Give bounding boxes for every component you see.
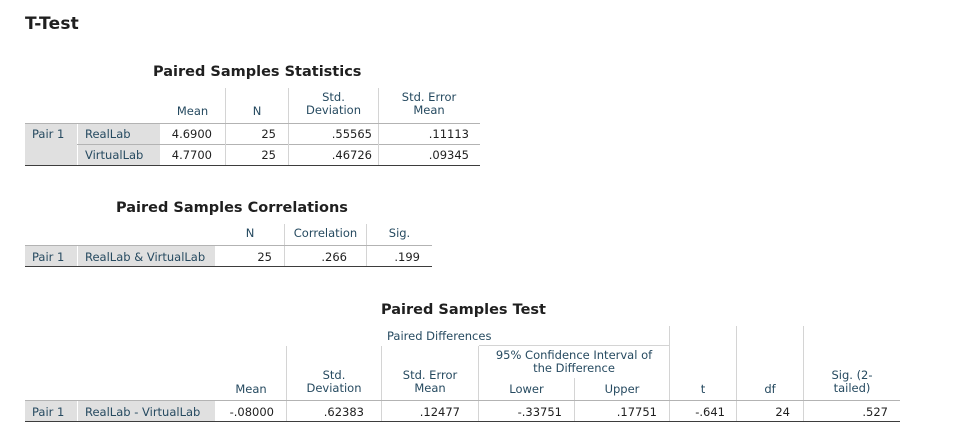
n-value: 25 (261, 148, 276, 162)
column-header-std-error-mean: Std. Error Mean (402, 368, 458, 395)
sig-2-tailed-value: .527 (862, 405, 888, 419)
n-value: 25 (257, 250, 272, 264)
pair-label: Pair 1 (32, 127, 65, 141)
column-separator (803, 326, 804, 400)
mean-value: 4.6900 (171, 127, 212, 141)
column-separator (288, 124, 289, 165)
column-separator (284, 224, 285, 245)
std-error-mean-value: .09345 (428, 148, 469, 162)
row-label: RealLab - VirtualLab (85, 405, 201, 419)
column-separator (381, 346, 382, 400)
column-separator (669, 326, 670, 400)
table-title: Paired Samples Test (381, 302, 546, 318)
column-header-mean: Mean (176, 104, 209, 118)
column-header-n: N (252, 104, 262, 118)
output-heading: T-Test (25, 14, 79, 34)
pair-label: Pair 1 (32, 405, 65, 419)
mean-value: -.08000 (229, 405, 274, 419)
pair-label: Pair 1 (32, 250, 65, 264)
column-header-t: t (700, 382, 706, 396)
header-divider (25, 123, 480, 124)
n-value: 25 (261, 127, 276, 141)
upper-value: .17751 (616, 405, 657, 419)
row-label: RealLab (85, 127, 131, 141)
group-header-paired-differences: Paired Differences (387, 329, 492, 343)
table-bottom-border (25, 266, 432, 267)
column-separator (286, 401, 287, 421)
column-separator (803, 401, 804, 421)
table-title: Paired Samples Statistics (153, 64, 362, 80)
group-divider (479, 345, 669, 346)
column-header-std-deviation: Std. Deviation (306, 368, 362, 395)
column-separator (381, 401, 382, 421)
correlation-value: .266 (321, 250, 347, 264)
header-divider (25, 400, 900, 401)
row-label-area (25, 401, 215, 421)
column-separator (378, 88, 379, 124)
column-separator (574, 401, 575, 421)
column-separator (225, 124, 226, 165)
column-separator (669, 401, 670, 421)
column-header-sig-2-tailed: Sig. (2- tailed) (831, 368, 873, 395)
column-header-n: N (245, 226, 255, 240)
column-header-df: df (764, 382, 776, 396)
column-header-mean: Mean (235, 382, 267, 396)
std-deviation-value: .46726 (331, 148, 372, 162)
header-divider (25, 245, 432, 246)
column-separator (574, 378, 575, 400)
table-title: Paired Samples Correlations (116, 200, 348, 216)
column-header-sig: Sig. (388, 226, 411, 240)
column-separator (478, 346, 479, 400)
column-separator (736, 401, 737, 421)
std-deviation-value: .62383 (323, 405, 364, 419)
table-bottom-border (25, 421, 900, 422)
column-header-std-error-mean: Std. Error Mean (401, 90, 457, 117)
column-separator (286, 346, 287, 400)
std-error-mean-value: .11113 (428, 127, 469, 141)
column-header-lower: Lower (509, 382, 544, 396)
row-label-area (25, 246, 215, 266)
column-separator (478, 401, 479, 421)
column-header-std-deviation: Std. Deviation (305, 90, 361, 117)
group-header-confidence-interval: 95% Confidence Interval of the Differenc… (495, 348, 653, 375)
df-value: 24 (775, 405, 790, 419)
column-separator (77, 401, 78, 421)
table-bottom-border (25, 165, 480, 166)
row-divider (77, 144, 480, 145)
column-separator (366, 246, 367, 266)
mean-value: 4.7700 (171, 148, 212, 162)
column-separator (378, 124, 379, 165)
std-deviation-value: .55565 (331, 127, 372, 141)
lower-value: -.33751 (517, 405, 562, 419)
column-separator (736, 326, 737, 400)
column-separator (77, 246, 78, 266)
column-separator (366, 224, 367, 245)
sig-value: .199 (394, 250, 420, 264)
column-header-correlation: Correlation (293, 226, 358, 240)
t-value: -.641 (695, 405, 725, 419)
column-separator (288, 88, 289, 124)
row-label: VirtualLab (85, 148, 144, 162)
column-separator (225, 88, 226, 124)
column-separator (284, 246, 285, 266)
std-error-mean-value: .12477 (419, 405, 460, 419)
row-label: RealLab & VirtualLab (85, 250, 206, 264)
column-header-upper: Upper (604, 382, 640, 396)
